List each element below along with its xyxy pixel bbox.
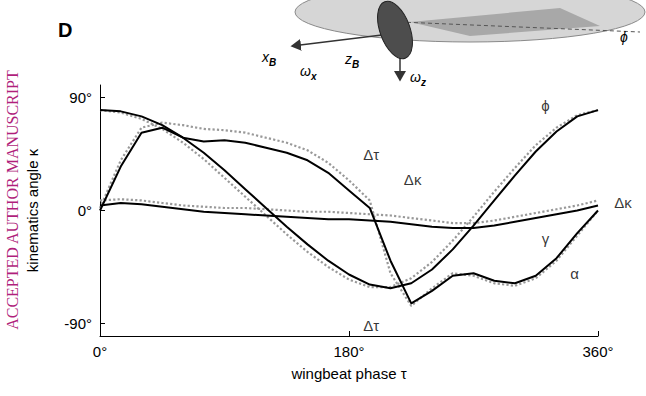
svg-text:wingbeat phase τ: wingbeat phase τ	[290, 365, 406, 382]
svg-text:-90°: -90°	[64, 315, 92, 332]
svg-text:Δτ: Δτ	[363, 146, 379, 163]
svg-text:Δτ: Δτ	[363, 317, 379, 334]
svg-text:180°: 180°	[333, 343, 364, 360]
svg-text:ϕ: ϕ	[620, 29, 628, 45]
svg-text:360°: 360°	[582, 343, 613, 360]
svg-text:zB: zB	[344, 51, 359, 70]
svg-text:Δκ: Δκ	[404, 171, 422, 188]
svg-text:ωz: ωz	[410, 69, 426, 88]
svg-text:ϕ: ϕ	[541, 97, 549, 114]
svg-text:Δκ: Δκ	[614, 194, 632, 211]
svg-text:ACCEPTED AUTHOR MANUSCRIPT: ACCEPTED AUTHOR MANUSCRIPT	[4, 70, 21, 330]
svg-text:γ: γ	[542, 230, 550, 247]
svg-text:ωx: ωx	[300, 63, 317, 82]
svg-text:D: D	[58, 19, 72, 41]
svg-text:90°: 90°	[69, 89, 92, 106]
svg-text:0°: 0°	[93, 343, 107, 360]
svg-text:α: α	[570, 265, 579, 282]
svg-text:kinematics angle κ: kinematics angle κ	[24, 148, 41, 272]
svg-text:xB: xB	[261, 49, 276, 68]
svg-text:0°: 0°	[78, 202, 92, 219]
